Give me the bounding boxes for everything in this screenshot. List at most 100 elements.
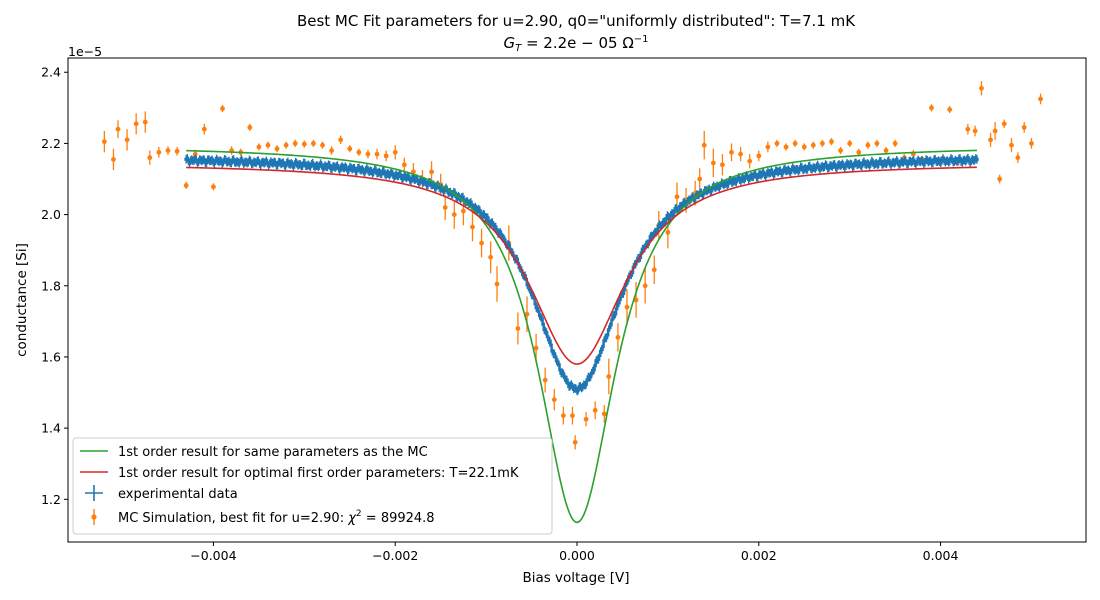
legend-label-first-order-optimal: 1st order result for optimal first order…	[118, 466, 519, 481]
title-g-value: = 2.2e − 05 Ω	[521, 34, 634, 52]
mc-point	[542, 377, 548, 383]
mc-point	[320, 142, 325, 148]
mc-point	[651, 267, 657, 273]
mc-point	[347, 146, 353, 152]
legend-mc-chi-sup: 2	[356, 509, 362, 519]
chart-title-line2: GT = 2.2e − 05 Ω−1	[503, 34, 648, 54]
mc-point	[156, 149, 162, 155]
mc-point	[992, 128, 998, 134]
y-axis-ticks: 1.2 1.4 1.6 1.8 2.0 2.2 2.4	[41, 65, 68, 507]
mc-point	[979, 85, 984, 91]
mc-point	[560, 413, 566, 419]
y-tick-label: 2.2	[41, 136, 61, 151]
mc-point	[729, 149, 734, 155]
mc-point	[551, 397, 557, 403]
legend-swatch-experimental	[85, 485, 103, 501]
mc-point	[470, 224, 475, 230]
mc-point	[883, 148, 889, 153]
mc-point	[392, 149, 398, 155]
mc-point	[451, 212, 457, 217]
mc-point	[165, 148, 171, 153]
mc-point	[624, 304, 630, 310]
mc-point	[810, 142, 816, 148]
mc-point	[265, 142, 271, 148]
mc-point	[494, 281, 500, 287]
title-g-subscript: T	[515, 43, 522, 54]
first-order-optimal-line	[186, 166, 977, 365]
mc-point	[374, 151, 380, 157]
title-g-superscript: −1	[634, 34, 649, 45]
mc-point	[488, 254, 494, 260]
mc-point	[383, 153, 389, 159]
mc-point	[1029, 141, 1034, 146]
mc-point	[311, 141, 316, 146]
y-offset-label: 1e−5	[68, 44, 102, 59]
mc-point	[765, 144, 771, 150]
mc-point	[747, 158, 753, 164]
mc-point	[133, 121, 139, 127]
mc-point	[115, 126, 121, 132]
y-tick-label: 2.0	[41, 207, 61, 222]
x-tick-label: −0.002	[372, 548, 418, 563]
y-tick-label: 1.6	[41, 349, 61, 364]
mc-point	[283, 142, 289, 148]
mc-point	[256, 144, 262, 150]
mc-point	[965, 126, 971, 132]
mc-point	[697, 176, 703, 182]
mc-point	[211, 184, 216, 190]
legend-swatch-mc	[91, 509, 97, 525]
mc-point	[142, 119, 148, 125]
plot-area	[101, 81, 1043, 524]
mc-point	[865, 142, 871, 148]
mc-point	[829, 139, 834, 145]
mc-point	[1009, 142, 1014, 148]
mc-point	[606, 374, 612, 379]
mc-point	[972, 128, 978, 134]
mc-point	[1015, 155, 1021, 161]
mc-point	[801, 144, 807, 150]
first-order-lines	[186, 149, 977, 524]
y-tick-label: 2.4	[41, 65, 61, 80]
mc-point	[338, 137, 344, 143]
x-axis-ticks: −0.004 −0.002 0.000 0.002 0.004	[190, 542, 959, 563]
mc-point	[515, 326, 521, 331]
mc-point	[847, 141, 853, 146]
mc-point	[1038, 96, 1043, 102]
mc-point	[892, 141, 898, 146]
mc-point	[479, 240, 484, 246]
mc-point	[356, 149, 362, 155]
mc-point	[442, 205, 448, 210]
mc-point	[665, 229, 671, 235]
title-g-symbol: G	[503, 34, 515, 52]
mc-point	[592, 407, 598, 413]
mc-point	[533, 345, 539, 351]
y-tick-label: 1.8	[41, 278, 61, 293]
legend-mc-chi-value: = 89924.8	[362, 511, 435, 526]
mc-point	[301, 141, 307, 147]
mc-point	[783, 144, 789, 150]
mc-point	[174, 148, 180, 154]
mc-point	[642, 283, 648, 289]
mc-point	[838, 148, 843, 153]
x-tick-label: 0.004	[923, 548, 959, 563]
legend-box	[72, 437, 553, 535]
mc-point	[365, 151, 371, 157]
legend-mc-prefix: MC Simulation, best fit for u=2.90:	[118, 511, 348, 526]
mc-point	[460, 208, 466, 214]
mc-point	[756, 153, 762, 159]
y-tick-label: 1.4	[41, 421, 61, 436]
mc-point	[247, 124, 253, 130]
mc-point	[710, 160, 716, 166]
x-tick-label: 0.000	[559, 548, 595, 563]
mc-point	[329, 148, 334, 153]
mc-point	[738, 151, 744, 157]
mc-point	[401, 162, 407, 168]
first-order-same-line	[186, 149, 977, 524]
mc-point	[633, 297, 639, 303]
mc-point	[124, 137, 130, 143]
mc-point	[929, 105, 934, 111]
x-tick-label: 0.002	[741, 548, 777, 563]
mc-point	[192, 151, 198, 157]
mc-point	[820, 141, 825, 146]
